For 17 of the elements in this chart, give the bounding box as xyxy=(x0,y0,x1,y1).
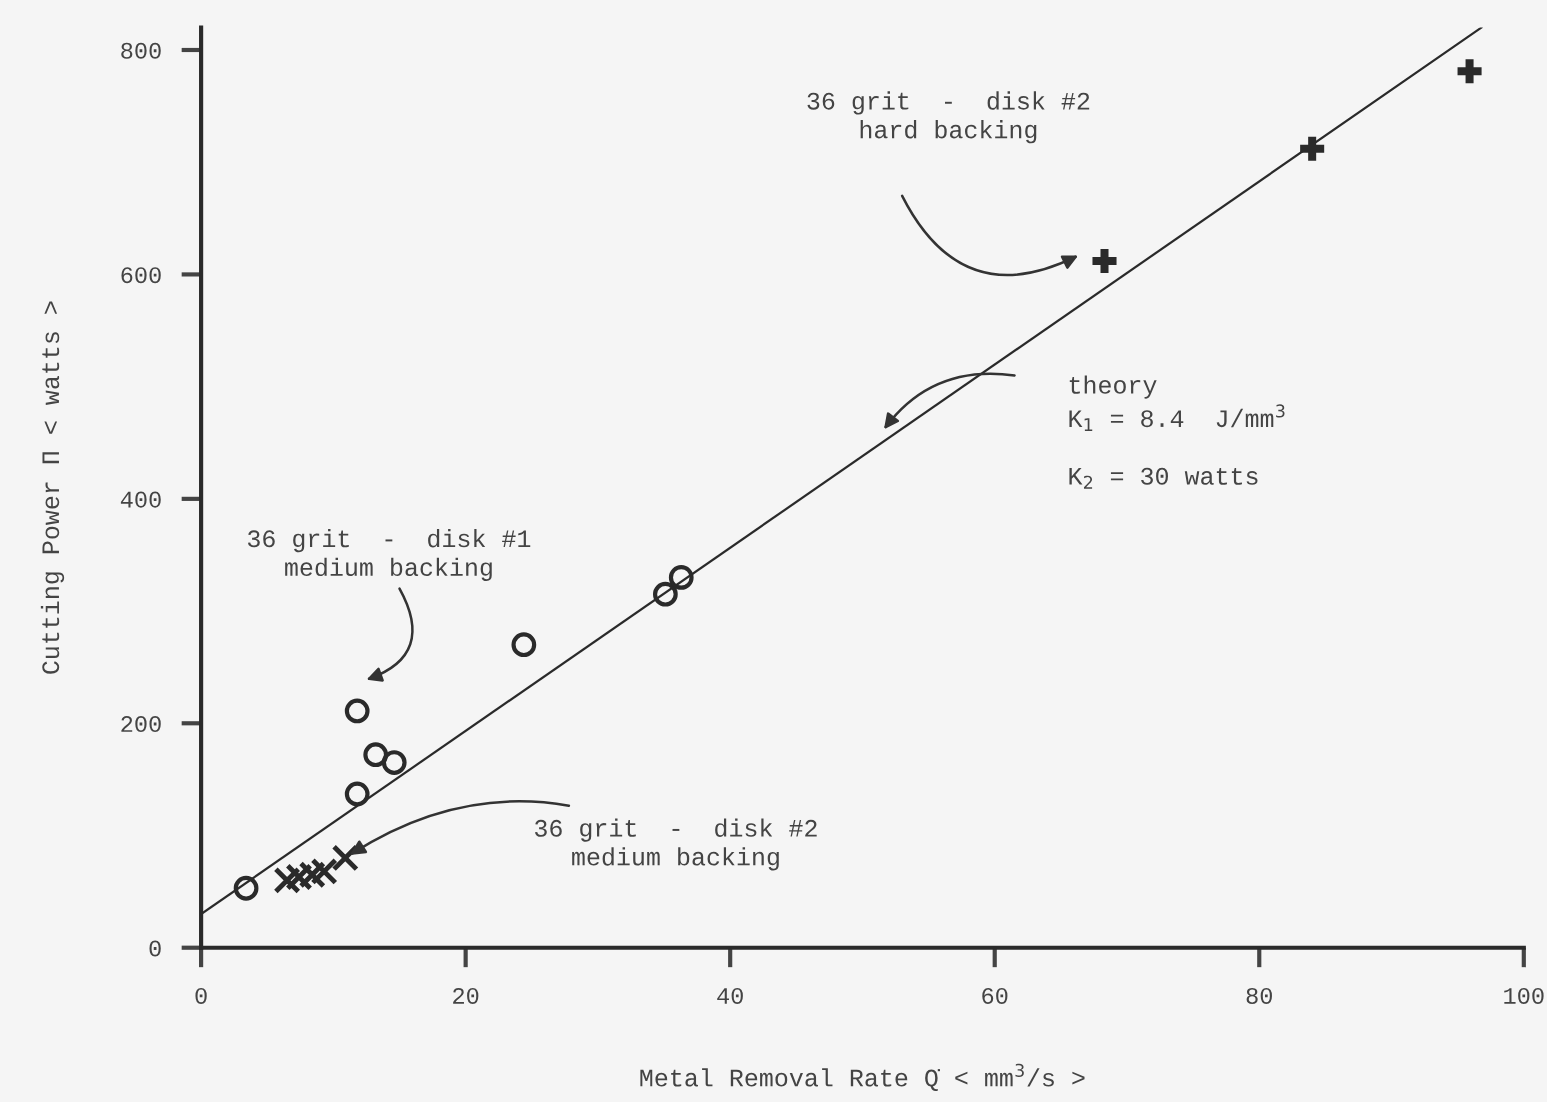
y-tick-label: 200 xyxy=(121,716,161,733)
x-axis-title: Metal Removal Rate Q̇ < mm$^{3}$/s > xyxy=(640,1063,1085,1092)
y-tick-label: 400 xyxy=(120,491,161,508)
x-tick-label: 60 xyxy=(982,987,1008,1004)
x-tick-label: 100 xyxy=(1504,987,1544,1004)
y-tick-label: 0 xyxy=(149,940,161,957)
text: theory K$_{1}$ = 8.4 J/mm$^{3}$ K$_{2}$ = 30 watts xyxy=(1069,375,1285,489)
annotation: 36 grit - disk #1 medium backing xyxy=(247,528,531,581)
x-tick-label: 40 xyxy=(717,987,743,1004)
x-tick-label: 80 xyxy=(1246,987,1272,1004)
y-tick-label: 800 xyxy=(121,42,161,59)
x-tick-label: 20 xyxy=(453,987,479,1004)
annotation: 36 grit - disk #2 hard backing xyxy=(807,91,1090,144)
y-axis-title: Cutting Power Π < watts > xyxy=(40,301,65,674)
y-tick-label: 600 xyxy=(121,267,161,284)
x-tick-label: 0 xyxy=(195,987,207,1004)
annotation: 36 grit - disk #2 medium backing xyxy=(534,818,817,871)
